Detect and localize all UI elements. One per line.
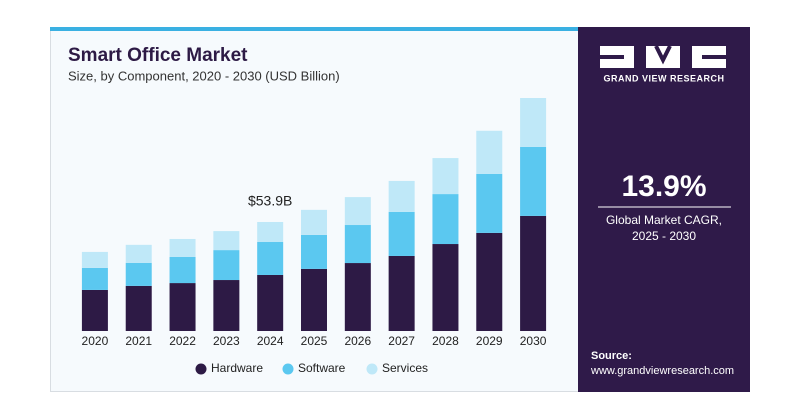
bar-segment [476,130,503,174]
cagr-caption: Global Market CAGR, [606,213,722,227]
bar-segment [301,268,327,331]
bar-segment [81,251,108,268]
cagr-caption: 2025 - 2030 [632,229,696,243]
bar-segment [520,215,547,331]
x-tick-label: 2024 [257,334,284,348]
x-tick-label: 2022 [169,334,196,348]
bar-segment [344,225,371,264]
x-tick-label: 2021 [125,334,152,348]
x-tick-label: 2020 [82,334,109,348]
chart-subtitle: Size, by Component, 2020 - 2030 (USD Bil… [68,68,340,83]
legend-swatch [282,363,294,375]
bar-segment [257,221,284,243]
bar-segment [169,238,196,257]
x-tick-label: 2023 [213,334,240,348]
legend-label: Software [298,361,346,375]
logo [600,45,726,68]
bar-segment [257,242,284,275]
legend-swatch [195,363,207,375]
x-tick-label: 2030 [520,334,547,348]
bar-segment [432,194,459,245]
legend-swatch [366,363,378,375]
legend-label: Hardware [211,361,263,375]
annotation: $53.9B [248,193,292,209]
bar-segment [476,232,503,331]
logo-cut [600,45,726,65]
bar-segment [213,250,240,281]
bar-segment [125,262,152,286]
x-tick-label: 2025 [301,334,328,348]
bar-segment [169,256,196,284]
x-tick-label: 2027 [388,334,415,348]
bar-segment [213,231,240,251]
chart-title: Smart Office Market [68,45,248,66]
source-label: Source: [591,350,632,362]
x-tick-label: 2028 [432,334,459,348]
bar-segment [125,244,152,263]
bar-segment [520,98,547,147]
bar-segment [81,289,108,331]
bar-segment [213,280,240,331]
bar-segment [388,211,415,256]
bar-segment [476,173,503,233]
top-strip [50,27,578,31]
x-tick-label: 2026 [344,334,371,348]
bar-segment [388,180,415,212]
bar-segment [344,263,371,331]
bar-segment [169,283,196,331]
x-tick-label: 2029 [476,334,503,348]
bar-segment [388,255,415,331]
bar-segment [432,244,459,331]
bar-segment [125,285,152,331]
bar-segment [257,274,284,331]
bar-segment [81,267,108,290]
bar-segment [301,234,327,269]
brand: GRAND VIEW RESEARCH [603,73,724,83]
bar-segment [432,158,459,195]
bar-segment [344,197,371,226]
legend-label: Services [382,361,428,375]
bar-segment [520,146,547,216]
bar-segment [301,209,327,235]
source-url: www.grandviewresearch.com [590,365,734,377]
cagr: 13.9% [621,170,706,203]
side-panel [578,27,750,392]
